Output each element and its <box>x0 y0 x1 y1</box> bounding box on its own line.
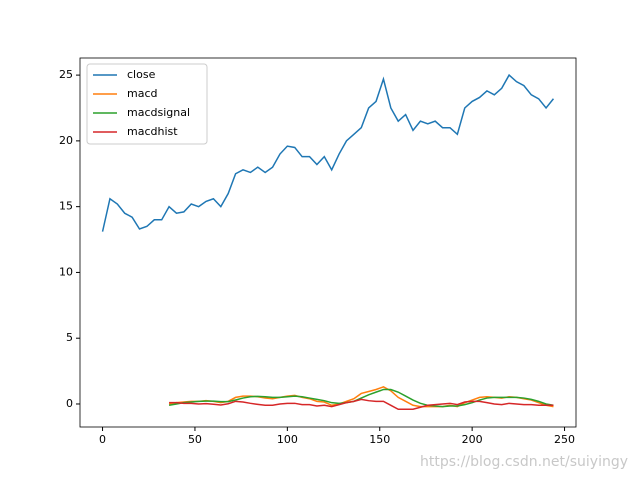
legend-label: macdhist <box>127 125 178 138</box>
watermark: https://blog.csdn.net/suiyingy <box>420 454 628 470</box>
y-tick-label: 20 <box>59 134 73 147</box>
x-tick-label: 200 <box>462 433 483 446</box>
y-tick-label: 0 <box>66 397 73 410</box>
y-tick-label: 25 <box>59 68 73 81</box>
legend-label: macd <box>127 87 158 100</box>
plot-frame <box>79 57 577 428</box>
x-tick-label: 50 <box>188 433 202 446</box>
x-tick-label: 150 <box>369 433 390 446</box>
x-tick-label: 0 <box>99 433 106 446</box>
series-line <box>168 386 554 408</box>
legend-box <box>86 63 208 145</box>
legend-label: close <box>127 68 156 81</box>
series-line <box>168 388 554 408</box>
x-tick-label: 100 <box>277 433 298 446</box>
series-line <box>101 73 555 232</box>
legend-label: macdsignal <box>127 106 190 119</box>
y-tick-label: 15 <box>59 200 73 213</box>
y-tick-label: 5 <box>66 331 73 344</box>
y-tick-label: 10 <box>59 265 73 278</box>
series-line <box>169 398 554 410</box>
x-tick-label: 250 <box>554 433 575 446</box>
